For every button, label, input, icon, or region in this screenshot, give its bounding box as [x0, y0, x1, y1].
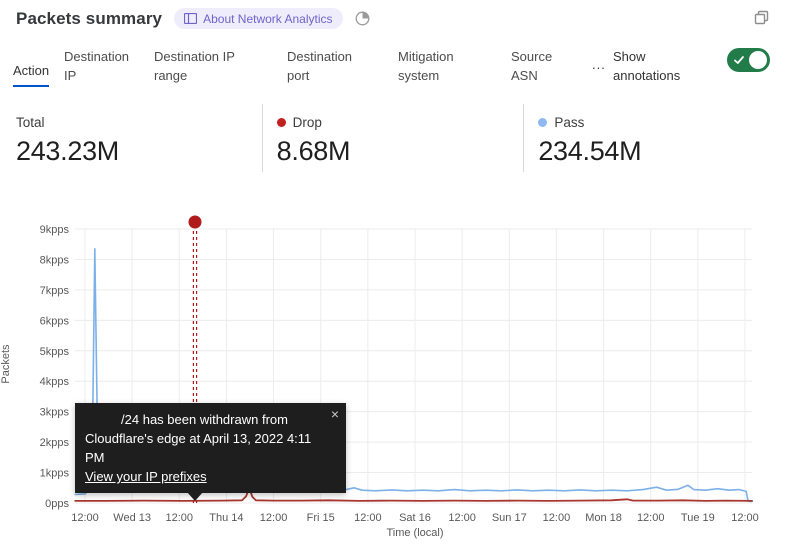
svg-text:12:00: 12:00 [637, 512, 665, 524]
view-ip-prefixes-link[interactable]: View your IP prefixes [85, 469, 207, 484]
svg-text:1kpps: 1kpps [40, 468, 70, 480]
stat-pass-label: Pass [554, 114, 585, 130]
svg-text:8kpps: 8kpps [40, 254, 70, 266]
y-axis-title: Packets [0, 344, 12, 384]
svg-text:Sun 17: Sun 17 [492, 512, 527, 524]
svg-text:Tue 19: Tue 19 [681, 512, 715, 524]
svg-text:12:00: 12:00 [354, 512, 382, 524]
svg-text:3kpps: 3kpps [40, 407, 70, 419]
tooltip-close-icon[interactable]: × [330, 406, 339, 422]
svg-text:0pps: 0pps [45, 498, 69, 510]
stat-drop-value: 8.68M [276, 136, 351, 166]
tooltip-caret [187, 492, 203, 501]
check-icon [734, 56, 744, 64]
book-icon [184, 13, 198, 24]
annotation-tooltip: /24 has been withdrawn from Cloudflare's… [75, 403, 346, 501]
popout-copy-icon[interactable] [754, 10, 769, 30]
stat-pass: Pass 234.54M [523, 104, 785, 172]
show-annotations-label: Show annotations [613, 49, 681, 83]
svg-text:2kpps: 2kpps [40, 437, 70, 449]
tab-destination-ip[interactable]: Destination IP [64, 49, 130, 83]
svg-text:12:00: 12:00 [543, 512, 571, 524]
stat-total: Total 243.23M [0, 104, 262, 172]
tooltip-text-line1: /24 has been withdrawn from [121, 412, 288, 427]
stat-drop-label: Drop [292, 114, 322, 130]
svg-text:12:00: 12:00 [260, 512, 288, 524]
drop-legend-dot [276, 117, 286, 127]
tab-destination-port[interactable]: Destination port [287, 49, 353, 83]
toggle-knob [749, 51, 767, 69]
x-axis-title: Time (local) [386, 527, 444, 539]
svg-text:12:00: 12:00 [166, 512, 194, 524]
dimension-tabs: Action Destination IP Destination IP ran… [0, 45, 785, 93]
svg-text:5kpps: 5kpps [40, 346, 70, 358]
tab-destination-ip-range[interactable]: Destination IP range [154, 49, 235, 83]
svg-text:Wed 13: Wed 13 [113, 512, 151, 524]
more-tabs-ellipsis-icon[interactable]: ... [592, 57, 606, 72]
svg-text:9kpps: 9kpps [40, 224, 70, 236]
stat-total-value: 243.23M [16, 136, 119, 166]
tab-action[interactable]: Action [13, 61, 50, 87]
svg-text:4kpps: 4kpps [40, 376, 70, 388]
tab-mitigation-system[interactable]: Mitigation system [398, 49, 454, 83]
svg-text:Sat 16: Sat 16 [399, 512, 431, 524]
tab-source-asn[interactable]: Source ASN [511, 49, 553, 83]
stat-pass-value: 234.54M [538, 136, 642, 166]
svg-text:Mon 18: Mon 18 [585, 512, 622, 524]
summary-stats: Total 243.23M Drop 8.68M Pass 234.54M [0, 104, 785, 172]
page-title: Packets summary [16, 8, 163, 28]
badge-label: About Network Analytics [203, 11, 333, 26]
svg-text:Fri 15: Fri 15 [307, 512, 335, 524]
stat-total-label: Total [16, 114, 45, 130]
svg-text:12:00: 12:00 [731, 512, 759, 524]
time-period-pie-icon[interactable] [355, 11, 370, 26]
svg-text:7kpps: 7kpps [40, 285, 70, 297]
pass-legend-dot [538, 117, 548, 127]
svg-text:Thu 14: Thu 14 [209, 512, 243, 524]
show-annotations-toggle[interactable] [727, 48, 770, 72]
svg-text:6kpps: 6kpps [40, 315, 70, 327]
tooltip-text-line2: Cloudflare's edge at April 13, 2022 4:11… [85, 431, 312, 465]
about-network-analytics-badge[interactable]: About Network Analytics [174, 8, 343, 29]
header: Packets summary About Network Analytics [16, 8, 370, 29]
svg-text:12:00: 12:00 [448, 512, 476, 524]
stat-drop: Drop 8.68M [261, 104, 524, 172]
svg-text:12:00: 12:00 [71, 512, 99, 524]
